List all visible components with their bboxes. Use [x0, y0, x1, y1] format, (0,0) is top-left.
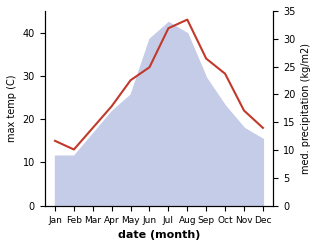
Y-axis label: med. precipitation (kg/m2): med. precipitation (kg/m2)	[301, 43, 311, 174]
X-axis label: date (month): date (month)	[118, 230, 200, 240]
Y-axis label: max temp (C): max temp (C)	[7, 75, 17, 142]
